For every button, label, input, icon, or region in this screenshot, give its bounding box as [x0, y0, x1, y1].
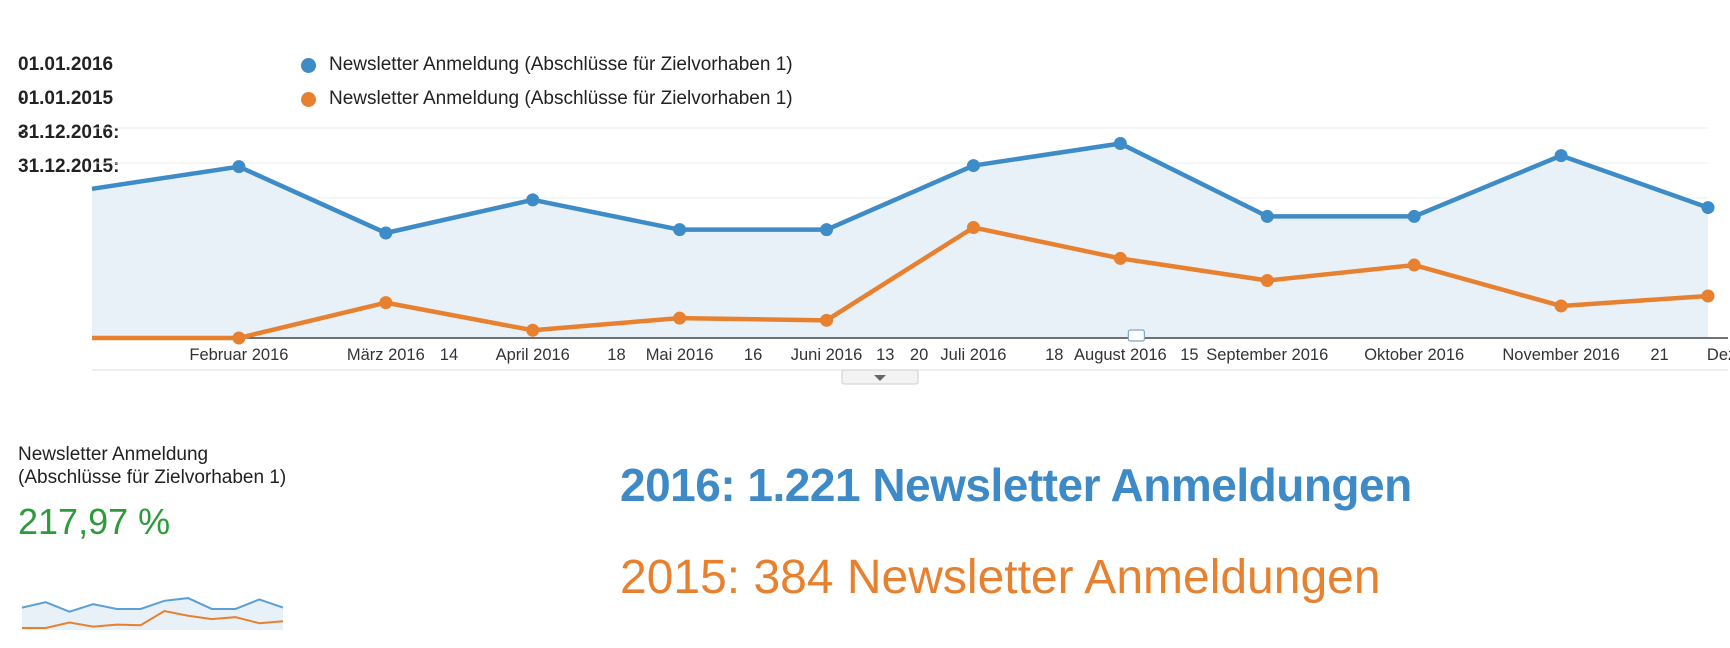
metric-value: 217,97 %: [18, 501, 171, 542]
point-2016-9[interactable]: [1407, 209, 1421, 223]
legend-marker-2015: [301, 92, 316, 107]
x-tick-label: 20: [910, 346, 928, 364]
point-2015-1[interactable]: [232, 331, 246, 345]
x-tick-label: Februar 2016: [189, 346, 288, 364]
point-2015-10[interactable]: [1554, 299, 1568, 313]
legend-label-2016: Newsletter Anmeldung (Abschlüsse für Zie…: [329, 54, 793, 75]
series-line-2016: [91, 141, 1709, 236]
headline-2016: 2016: 1.221 Newsletter Anmeldungen: [620, 459, 1412, 511]
legend-range-2016: 01.01.2016 - 31.12.2016:: [18, 54, 120, 143]
x-tick-label: 13: [876, 346, 894, 364]
x-tick-label: Juli 2016: [940, 346, 1006, 364]
chevron-down-icon: [874, 375, 886, 381]
area-series-2016: [92, 143, 1708, 338]
sparkline-area: [22, 598, 283, 630]
series-line-2015: [92, 225, 1709, 341]
point-2015-2[interactable]: [379, 296, 393, 310]
sparkline: [21, 597, 284, 630]
x-tick-label: März 2016: [347, 346, 425, 364]
x-tick-label: April 2016: [496, 346, 570, 364]
x-tick-label: 16: [744, 346, 762, 364]
point-2016-11[interactable]: [1701, 201, 1715, 215]
x-tick-label: Mai 2016: [646, 346, 714, 364]
point-2015-11[interactable]: [1701, 289, 1715, 303]
point-2015-3[interactable]: [526, 323, 540, 337]
x-tick-label: August 2016: [1074, 346, 1167, 364]
point-2016-2[interactable]: [379, 226, 393, 240]
x-tick-label: 21: [1650, 346, 1668, 364]
x-tick-label: September 2016: [1206, 346, 1328, 364]
headline-2015: 2015: 384 Newsletter Anmeldungen: [620, 551, 1381, 604]
sparkline-previous: [22, 609, 284, 629]
legend-marker-2016: [301, 58, 316, 73]
point-2016-10[interactable]: [1554, 149, 1568, 163]
x-tick-label: 18: [607, 346, 625, 364]
x-tick-label: 15: [1180, 346, 1198, 364]
metric-card: Newsletter Anmeldung (Abschlüsse für Zie…: [18, 443, 298, 543]
point-2016-7[interactable]: [1113, 136, 1127, 150]
point-2015-6[interactable]: [966, 220, 980, 234]
point-2015-9[interactable]: [1407, 258, 1421, 272]
point-2015-5[interactable]: [820, 313, 834, 327]
point-2016-1[interactable]: [232, 160, 246, 174]
legend-range-2015: 01.01.2015 - 31.12.2015:: [18, 88, 120, 177]
point-2015-8[interactable]: [1260, 274, 1274, 288]
point-2016-3[interactable]: [526, 193, 540, 207]
x-tick-label: Deze…: [1707, 346, 1730, 364]
x-tick-label: Juni 2016: [791, 346, 863, 364]
point-2015-7[interactable]: [1113, 251, 1127, 265]
point-2016-5[interactable]: [820, 223, 834, 237]
metric-label: Newsletter Anmeldung (Abschlüsse für Zie…: [18, 444, 287, 488]
x-tick-label: 14: [440, 346, 458, 364]
point-2016-4[interactable]: [673, 223, 687, 237]
x-tick-label: Oktober 2016: [1364, 346, 1464, 364]
x-tick-label: November 2016: [1502, 346, 1619, 364]
line-chart: Februar 2016 März 2016 14 April 2016 18 Mai 2…: [91, 127, 1730, 385]
point-2015-4[interactable]: [673, 311, 687, 325]
point-2016-8[interactable]: [1260, 209, 1274, 223]
legend-label-2015: Newsletter Anmeldung (Abschlüsse für Zie…: [329, 88, 793, 109]
point-2016-6[interactable]: [966, 159, 980, 173]
annotation-marker-icon[interactable]: [1127, 329, 1145, 342]
sparkline-current: [21, 597, 284, 613]
x-tick-label: 18: [1045, 346, 1063, 364]
